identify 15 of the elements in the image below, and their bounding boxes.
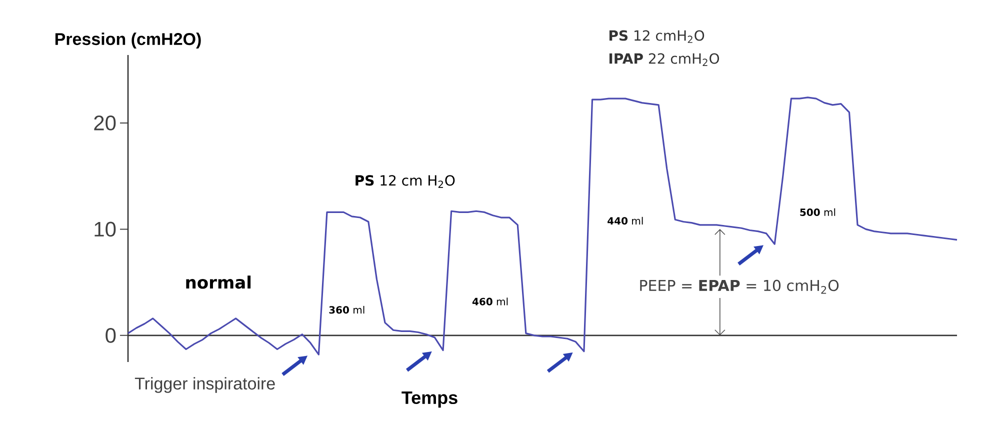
text: Trigger inspiratoire: [134, 377, 275, 393]
annotation: 460 ml: [472, 298, 508, 306]
y-tick-label: 20: [94, 116, 116, 130]
y-axis-title: Pression (cmH2O): [55, 32, 201, 48]
annotation: 500 ml: [800, 208, 836, 216]
y-tick-label: 0: [106, 328, 116, 343]
annotation: PS 12 cm H$_{2}$O: [356, 175, 455, 188]
annotation: 440 ml: [608, 216, 643, 225]
annotation: PEEP = EPAP = 10 cmH$_{2}$O: [640, 280, 839, 294]
x-axis-title: Temps: [402, 391, 458, 408]
y-tick-label: 10: [94, 222, 116, 237]
annotation: normal: [186, 276, 251, 289]
annotation: 360 ml: [329, 306, 364, 314]
annotation: IPAP 22 cmH$_{2}$O: [609, 53, 720, 66]
text: PS 12 cmH$_{2}$O: [609, 30, 704, 43]
